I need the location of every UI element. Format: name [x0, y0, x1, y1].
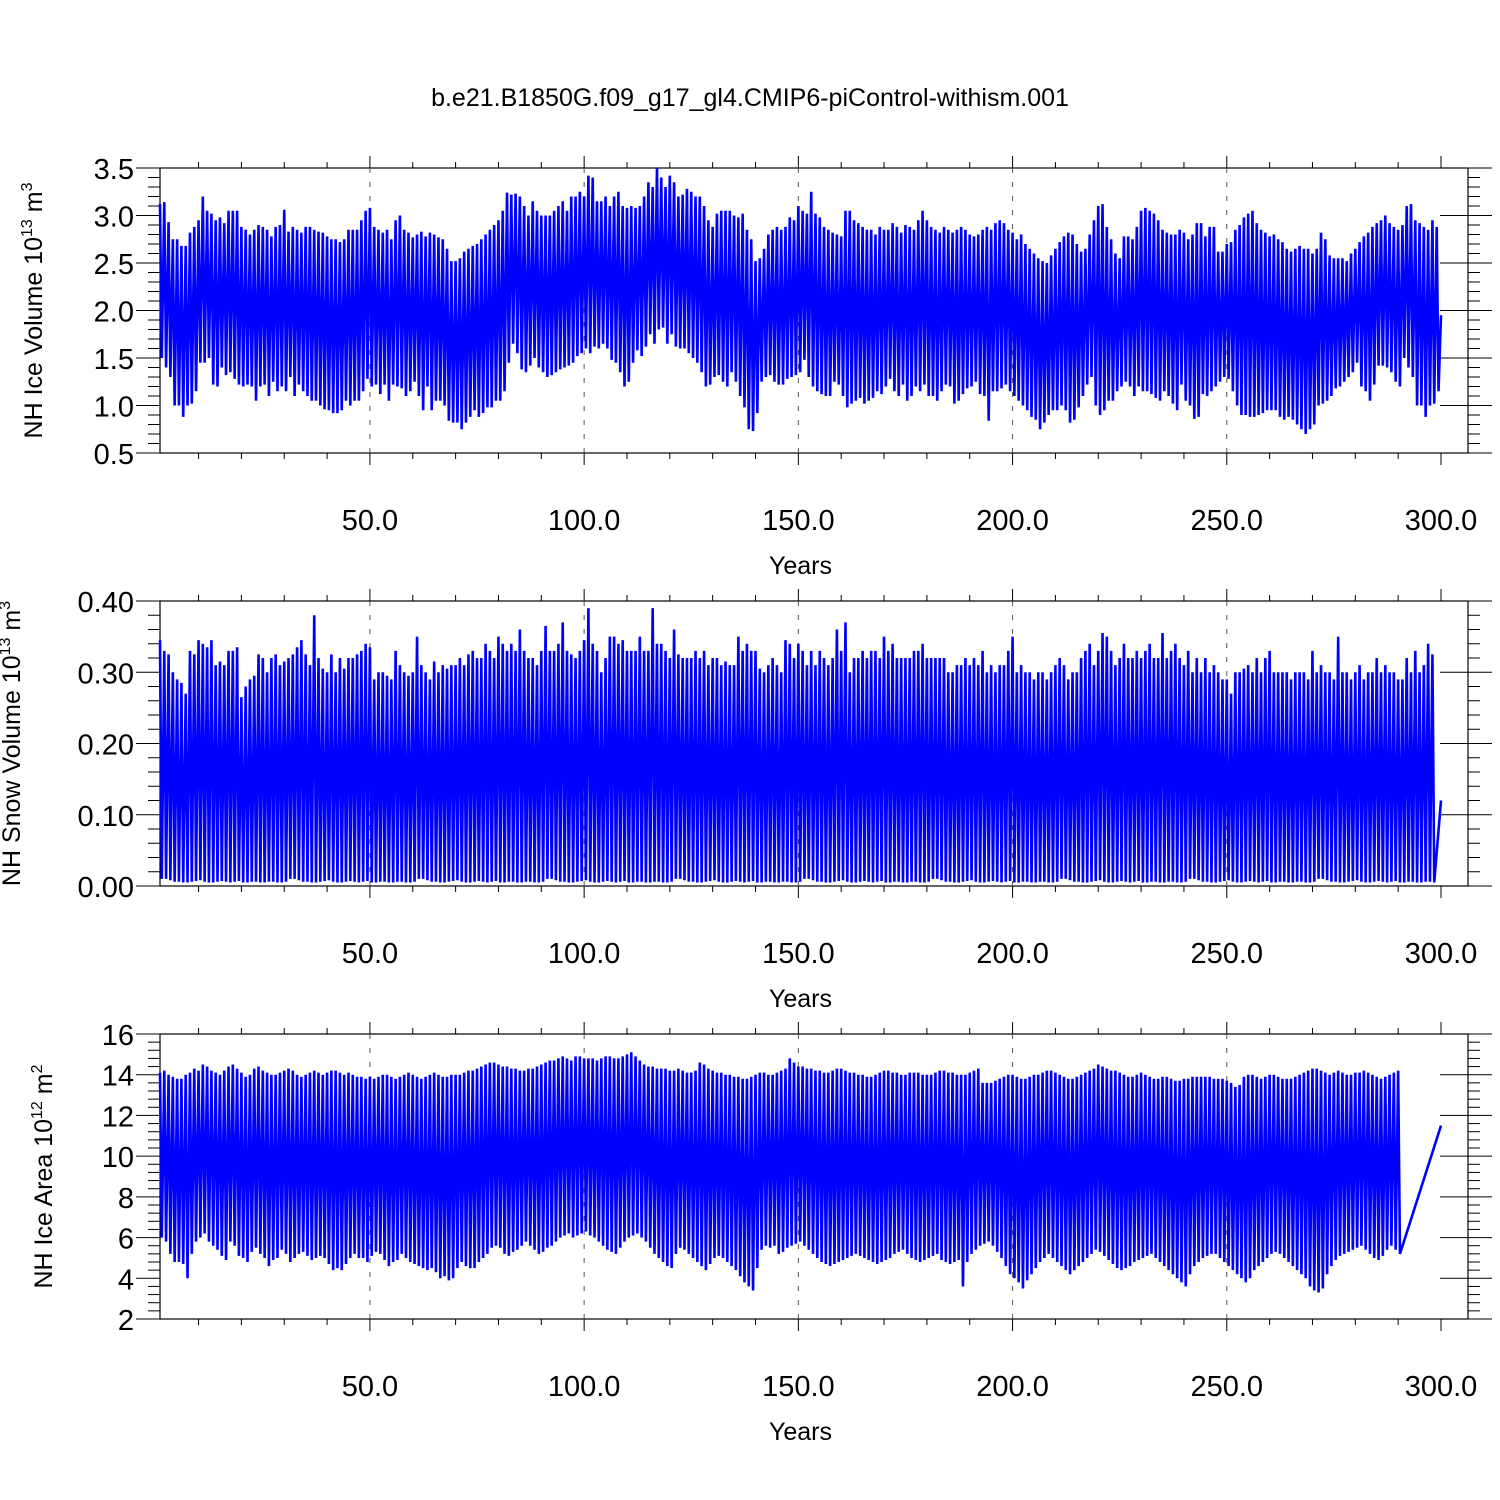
x-tick-label: 300.0 — [1405, 1371, 1478, 1403]
x-tick-label: 150.0 — [762, 1371, 835, 1403]
y-tick-label: 10 — [102, 1142, 134, 1174]
y-tick-label: 4 — [118, 1264, 134, 1296]
x-tick-label: 300.0 — [1405, 938, 1478, 970]
y-tick-label: 3.0 — [94, 202, 134, 234]
y-tick-label: 6 — [118, 1224, 134, 1256]
x-tick-label: 250.0 — [1190, 1371, 1263, 1403]
y-tick-label: 16 — [102, 1020, 134, 1052]
figure-title: b.e21.B1850G.f09_g17_gl4.CMIP6-piControl… — [431, 84, 1069, 112]
y-tick-label: 0.00 — [78, 872, 134, 904]
x-tick-label: 50.0 — [342, 1371, 398, 1403]
x-tick-label: 50.0 — [342, 938, 398, 970]
panel-3: 50.0 100.0 150.0 200.0 250.0 300.0 Years 2 4 6 8 10… — [29, 1020, 1492, 1446]
panels: 50.0 100.0 150.0 200.0 250.0 300.0Years0.51.0… — [0, 154, 1492, 1446]
x-tick-label: 100.0 — [548, 1371, 621, 1403]
y-axis-label: NH Ice Area 1012 m2 — [29, 1064, 58, 1288]
x-axis-label: Years — [769, 552, 832, 580]
x-tick-label: 150.0 — [762, 505, 835, 537]
series-line — [158, 1052, 1443, 1293]
x-tick-label: 200.0 — [976, 1371, 1049, 1403]
x-tick-label: 50.0 — [342, 505, 398, 537]
x-axis-label: Years — [769, 1418, 832, 1446]
panel-1: 50.0 100.0 150.0 200.0 250.0 300.0 Years 0.5 1.0… — [19, 154, 1492, 580]
x-tick-label: 200.0 — [976, 505, 1049, 537]
x-axis-label: Years — [769, 985, 832, 1013]
series-line — [158, 167, 1443, 435]
y-tick-label: 0.20 — [78, 730, 134, 762]
y-tick-label: 12 — [102, 1101, 134, 1133]
x-tick-label: 100.0 — [548, 505, 621, 537]
x-tick-label: 250.0 — [1190, 505, 1263, 537]
x-tick-label: 250.0 — [1190, 938, 1263, 970]
y-tick-label: 8 — [118, 1183, 134, 1215]
y-axis-label: NH Snow Volume 1013 m3 — [0, 601, 26, 886]
x-tick-label: 300.0 — [1405, 505, 1478, 537]
y-tick-label: 1.5 — [94, 344, 134, 376]
x-tick-label: 150.0 — [762, 938, 835, 970]
y-tick-label: 0.10 — [78, 801, 134, 833]
series-line — [158, 608, 1443, 883]
y-tick-label: 0.40 — [78, 587, 134, 619]
y-tick-label: 1.0 — [94, 392, 134, 424]
y-tick-label: 14 — [102, 1061, 134, 1093]
y-tick-label: 2.5 — [94, 249, 134, 281]
y-tick-label: 2 — [118, 1305, 134, 1337]
y-tick-label: 3.5 — [94, 154, 134, 186]
x-tick-label: 200.0 — [976, 938, 1049, 970]
y-tick-label: 0.30 — [78, 658, 134, 690]
y-tick-label: 0.5 — [94, 439, 134, 471]
y-axis-label: NH Ice Volume 1013 m3 — [19, 182, 48, 438]
panel-2: 50.0 100.0 150.0 200.0 250.0 300.0 Years 0.00 0.… — [0, 587, 1492, 1013]
x-tick-label: 100.0 — [548, 938, 621, 970]
y-tick-label: 2.0 — [94, 297, 134, 329]
